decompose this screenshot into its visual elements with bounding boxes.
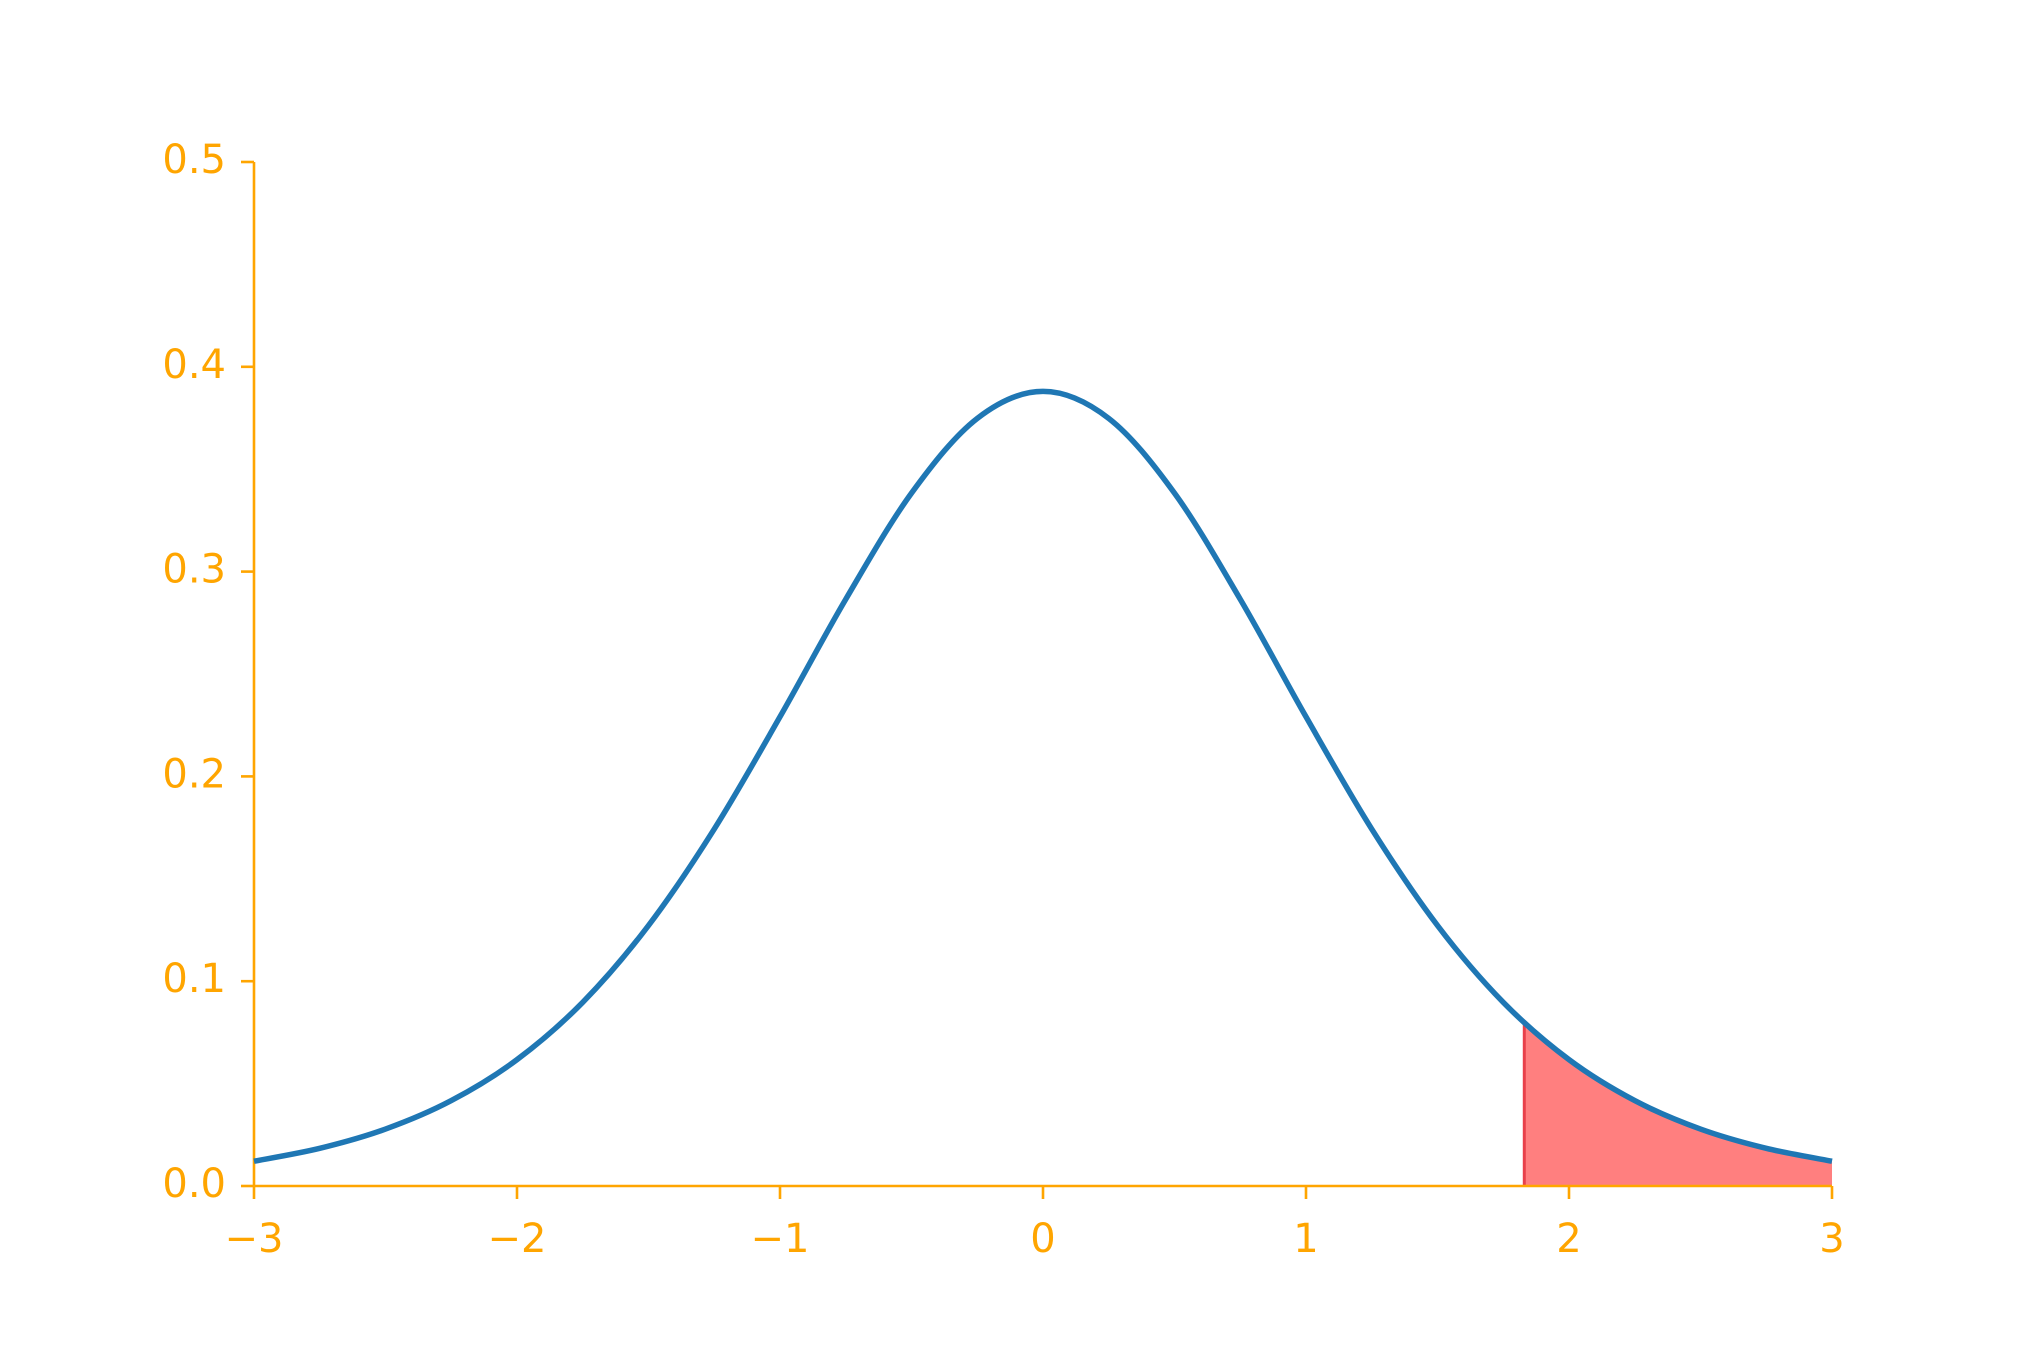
line bbox=[253, 388, 1833, 1164]
y-tick-label: 0.5 bbox=[162, 137, 226, 183]
y-tick-label: 0.0 bbox=[162, 1161, 226, 1207]
x-tick-label: −1 bbox=[751, 1216, 810, 1262]
shaded-area bbox=[1524, 1022, 1832, 1186]
x-tick-label: 2 bbox=[1556, 1216, 1581, 1262]
x-tick-label: 0 bbox=[1030, 1216, 1055, 1262]
x-tick-label: 3 bbox=[1819, 1216, 1844, 1262]
y-tick-label: 0.4 bbox=[162, 342, 226, 388]
y-tick-label: 0.3 bbox=[162, 547, 226, 593]
x-tick-label: −3 bbox=[225, 1216, 284, 1262]
y-tick-label: 0.1 bbox=[162, 956, 226, 1002]
y-tick-label: 0.2 bbox=[162, 751, 226, 797]
x-tick-label: −2 bbox=[488, 1216, 547, 1262]
x-tick-label: 1 bbox=[1293, 1216, 1318, 1262]
